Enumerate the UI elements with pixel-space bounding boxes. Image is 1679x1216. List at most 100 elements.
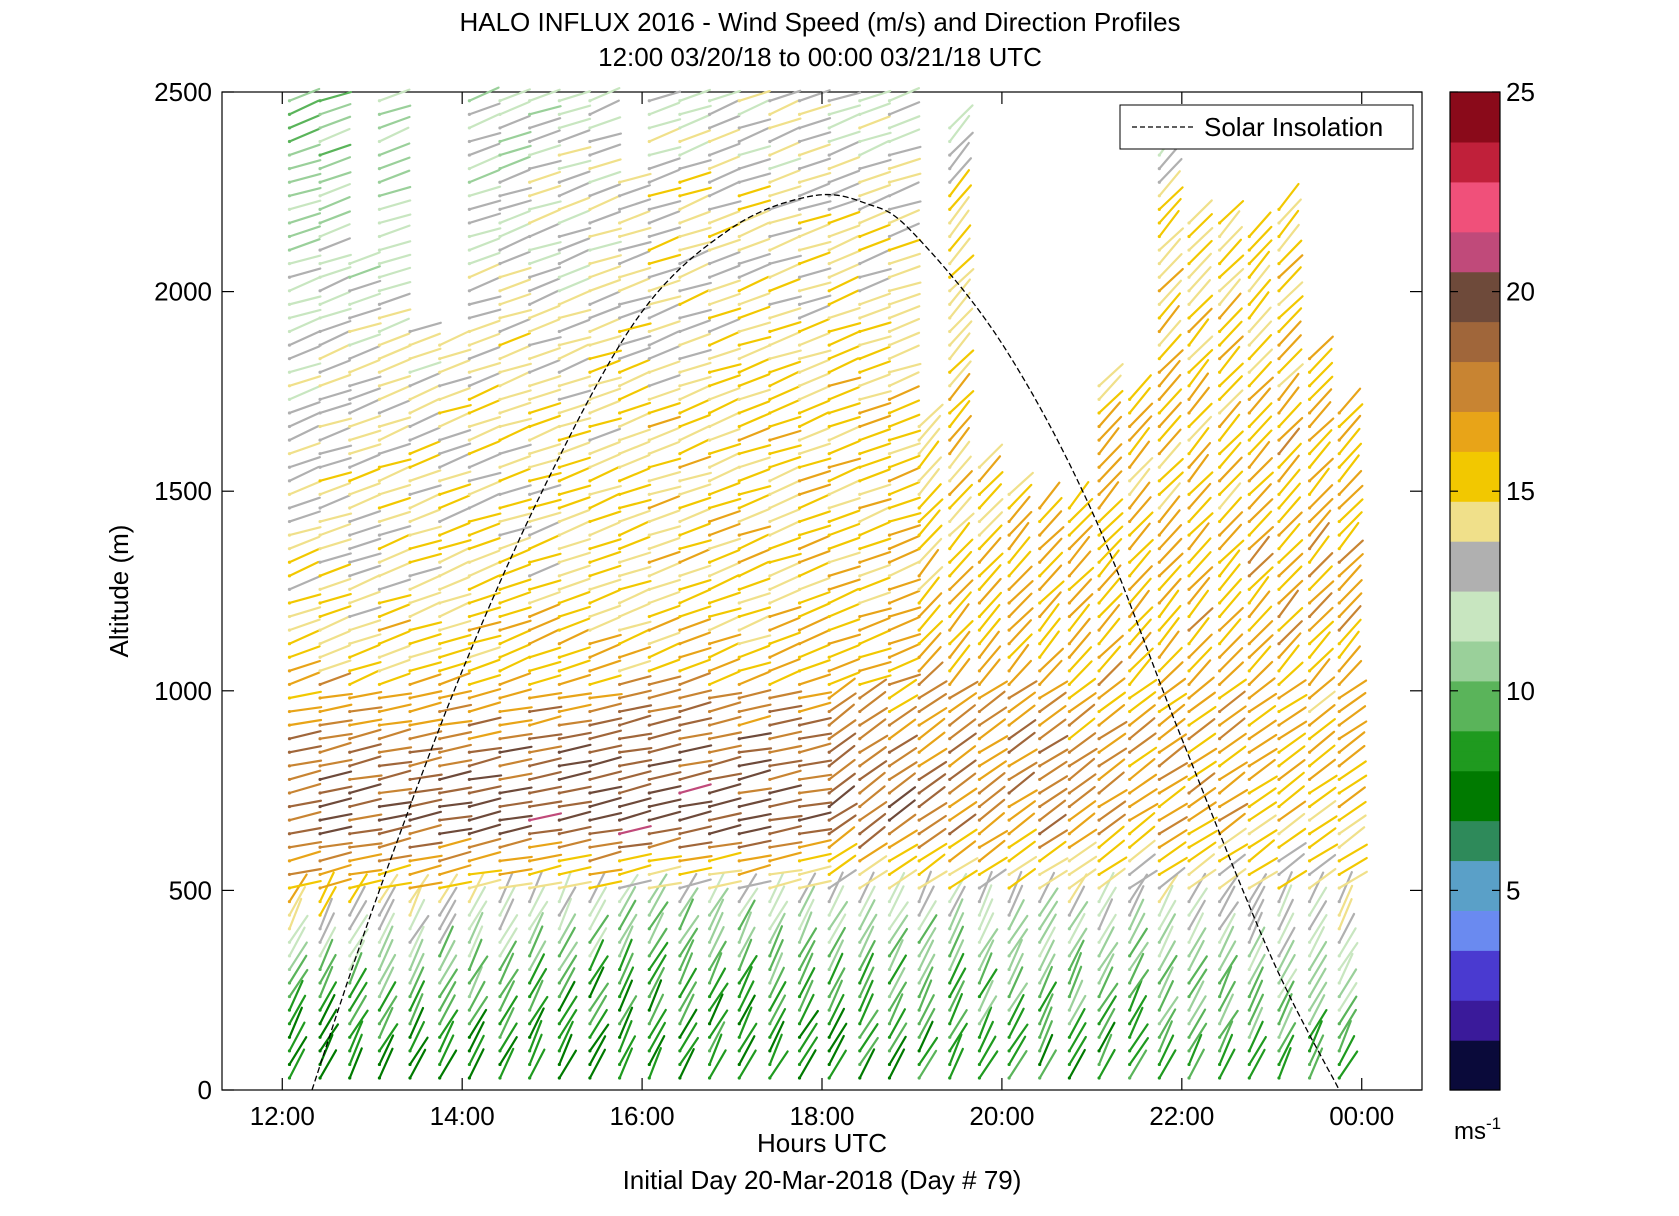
wind-vector-origin — [858, 452, 862, 456]
wind-vector-origin — [318, 357, 322, 361]
wind-vector-origin — [827, 709, 831, 714]
wind-vector — [1248, 239, 1273, 265]
wind-vector — [738, 560, 770, 577]
wind-vector-origin — [348, 886, 352, 890]
wind-vector — [828, 415, 861, 428]
wind-vector — [708, 940, 727, 971]
wind-vector-origin — [707, 370, 712, 374]
wind-vector — [378, 881, 413, 890]
wind-vector-origin — [1337, 899, 1341, 904]
wind-vector-origin — [707, 411, 712, 415]
wind-vector-origin — [948, 139, 952, 144]
wind-vector-origin — [528, 519, 532, 524]
wind-vector — [828, 263, 860, 279]
wind-vector — [438, 703, 473, 713]
wind-vector-origin — [287, 302, 292, 306]
wind-vector-origin — [377, 669, 382, 673]
wind-vector-origin — [678, 479, 682, 483]
wind-vector — [408, 493, 441, 510]
wind-vector-origin — [737, 126, 741, 130]
wind-vector — [438, 786, 473, 795]
wind-vector — [438, 539, 472, 550]
wind-vector — [588, 538, 622, 550]
wind-vector-origin — [1218, 384, 1222, 388]
wind-vector — [1308, 592, 1333, 618]
wind-vector-origin — [1097, 777, 1101, 782]
wind-vector — [498, 389, 532, 401]
wind-vector — [1308, 786, 1337, 808]
wind-vector-origin — [618, 696, 622, 700]
wind-vector — [738, 880, 772, 890]
wind-vector-origin — [1187, 709, 1191, 714]
wind-vector — [918, 827, 947, 849]
wind-vector-origin — [647, 357, 651, 361]
wind-vector — [648, 127, 680, 143]
wind-vector — [558, 496, 591, 510]
wind-vector-origin — [827, 1049, 831, 1053]
wind-vector — [318, 115, 352, 130]
wind-vector-origin — [467, 954, 471, 958]
wind-vector — [678, 539, 712, 550]
wind-vector — [948, 565, 974, 591]
wind-vector — [1187, 732, 1217, 754]
wind-vector — [768, 574, 801, 591]
wind-vector — [888, 1022, 908, 1052]
wind-vector-origin — [1187, 832, 1191, 836]
wind-vector-origin — [737, 357, 741, 361]
wind-vector-origin — [858, 927, 862, 931]
wind-vector-origin — [377, 709, 382, 714]
wind-vector — [768, 415, 802, 428]
wind-vector — [1308, 886, 1328, 917]
wind-vector — [1218, 335, 1244, 360]
wind-vector-origin — [917, 547, 921, 551]
wind-vector — [978, 928, 999, 957]
wind-vector-origin — [1307, 519, 1312, 524]
wind-vector — [978, 785, 1006, 808]
wind-vector — [978, 856, 1008, 876]
wind-vector-origin — [1097, 492, 1101, 496]
wind-vector — [858, 952, 875, 985]
wind-vector-origin — [408, 927, 412, 931]
wind-vector-origin — [707, 438, 712, 442]
wind-vector — [918, 1020, 934, 1052]
wind-vector-origin — [768, 465, 772, 469]
wind-vector — [1158, 856, 1188, 876]
wind-vector-origin — [678, 492, 682, 496]
wind-vector — [1038, 705, 1067, 727]
wind-vector-origin — [858, 709, 862, 714]
wind-vector — [1097, 564, 1122, 591]
wind-vector — [1097, 856, 1128, 876]
wind-vector-origin — [858, 153, 862, 157]
wind-vector-origin — [1157, 1049, 1161, 1053]
wind-vector-origin — [1128, 587, 1132, 592]
wind-vector — [1038, 617, 1061, 645]
wind-vector — [348, 345, 381, 360]
wind-vector — [468, 227, 502, 238]
wind-vector-origin — [827, 587, 831, 592]
wind-vector — [1008, 884, 1024, 917]
wind-vector-origin — [1337, 465, 1341, 469]
wind-vector — [378, 885, 396, 917]
wind-vector-origin — [438, 804, 442, 809]
wind-vector — [858, 267, 892, 279]
wind-vector-origin — [287, 139, 292, 144]
wind-vector-origin — [408, 519, 412, 524]
wind-vector — [708, 657, 741, 672]
wind-vector — [738, 388, 771, 401]
wind-vector-origin — [1247, 737, 1251, 741]
wind-vector-origin — [348, 913, 352, 917]
wind-vector-origin — [1218, 438, 1222, 442]
wind-vector — [738, 787, 773, 795]
wind-vector-origin — [498, 1022, 502, 1026]
wind-vector-origin — [318, 1008, 322, 1012]
wind-vector — [468, 911, 484, 944]
wind-vector — [288, 810, 322, 822]
wind-vector — [528, 534, 560, 550]
wind-vector-origin — [1247, 669, 1251, 673]
wind-vector-origin — [1067, 1008, 1071, 1012]
wind-vector — [888, 317, 921, 333]
wind-vector-origin — [1187, 777, 1191, 782]
wind-vector — [528, 715, 562, 727]
wind-vector-origin — [618, 384, 622, 388]
wind-vector — [738, 427, 771, 442]
